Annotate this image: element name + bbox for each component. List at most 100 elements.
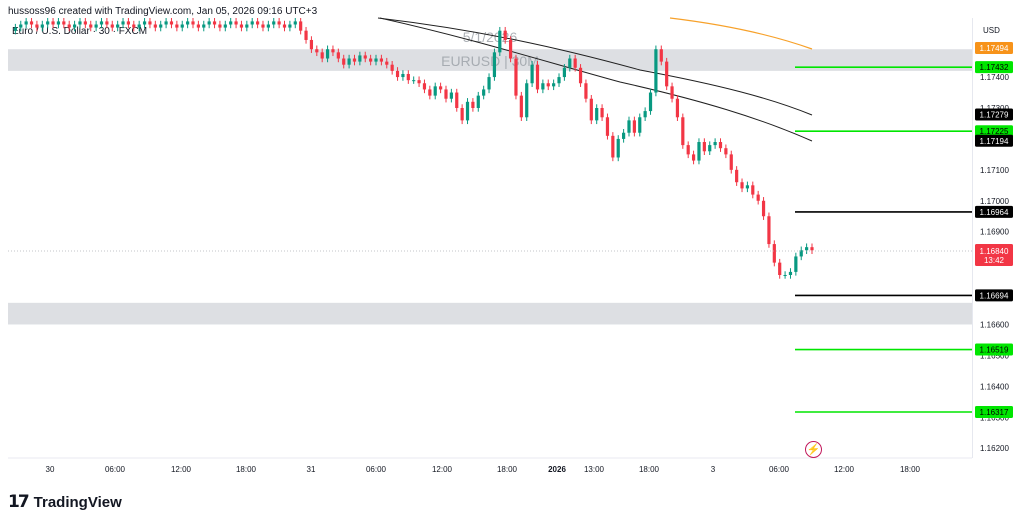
candle-body	[659, 49, 663, 62]
tradingview-logo[interactable]: 17 TradingView	[8, 492, 122, 512]
candle-body	[72, 24, 77, 28]
candle-body	[19, 24, 23, 28]
time-tick: 12:00	[432, 465, 453, 474]
candle-body	[223, 24, 227, 28]
candle-body	[622, 132, 626, 139]
candle-body	[218, 24, 222, 28]
candle-body	[277, 21, 281, 25]
candle-body	[342, 58, 346, 65]
candle-body	[616, 138, 620, 158]
candle-body	[439, 86, 443, 90]
candle-body	[471, 101, 475, 108]
candle-body	[498, 30, 502, 53]
candle-body	[422, 83, 427, 90]
candle-body	[595, 107, 599, 121]
candle-body	[24, 21, 28, 25]
candle-body	[557, 77, 561, 84]
time-axis[interactable]: 30 06:00 12:00 18:00 31 06:00 12:00 18:00 2026 13…	[46, 465, 921, 474]
candle-body	[584, 83, 588, 99]
tradingview-wordmark: TradingView	[33, 493, 122, 511]
time-tick: 12:00	[171, 465, 192, 474]
price-label-box	[975, 406, 1013, 418]
candle-body	[250, 21, 254, 25]
candle-body	[751, 185, 755, 195]
zone-1	[8, 49, 972, 71]
time-tick: 06:00	[366, 465, 387, 474]
candle-body	[767, 216, 771, 245]
last-price-box	[975, 244, 1013, 266]
candle-body	[799, 250, 803, 257]
candle-body	[805, 247, 809, 251]
candlesticks	[13, 18, 814, 279]
candle-body	[772, 244, 776, 263]
candle-body	[83, 21, 87, 25]
time-tick: 18:00	[639, 465, 660, 474]
price-label-box	[975, 61, 1013, 74]
candle-body	[605, 117, 610, 136]
candle-body	[465, 101, 470, 121]
candle-body	[444, 89, 448, 99]
candle-body	[89, 24, 93, 28]
candle-body	[740, 182, 744, 189]
price-label-box	[975, 125, 1013, 138]
price-label-box	[975, 108, 1013, 121]
price-tick: 1.17400	[980, 73, 1009, 82]
candle-body	[105, 21, 109, 25]
candle-body	[697, 142, 701, 161]
flash-icon[interactable]: ⚡	[805, 441, 822, 458]
candle-body	[761, 200, 766, 217]
time-tick: 3	[711, 465, 716, 474]
candle-body	[62, 21, 66, 25]
candle-body	[309, 39, 314, 50]
time-tick: 18:00	[236, 465, 257, 474]
candle-body	[530, 64, 534, 84]
tradingview-mark-icon: 17	[8, 492, 30, 512]
price-label-box	[975, 42, 1013, 54]
candle-body	[46, 21, 50, 25]
candle-body	[363, 55, 367, 59]
price-tick: 1.17100	[980, 166, 1009, 175]
candle-body	[535, 64, 540, 90]
candle-body	[186, 21, 190, 25]
candle-body	[67, 24, 71, 28]
candle-body	[525, 83, 529, 118]
candle-body	[546, 83, 550, 87]
candle-body	[35, 24, 39, 28]
time-tick: 18:00	[900, 465, 921, 474]
candle-body	[627, 120, 631, 133]
price-tick: 1.16600	[980, 320, 1009, 329]
price-label-box	[975, 289, 1013, 302]
price-tick: 1.16900	[980, 228, 1009, 237]
candle-body	[417, 80, 421, 84]
symbol-title[interactable]: Euro / U.S. Dollar · 30 · FXCM	[12, 26, 148, 37]
price-label-text: 1.17194	[980, 137, 1009, 146]
candle-body	[56, 21, 61, 25]
moving-average-upper	[377, 17, 813, 116]
candle-body	[325, 49, 330, 59]
candle-body	[272, 21, 276, 25]
candle-body	[159, 24, 163, 28]
candle-body	[385, 61, 389, 65]
candle-body	[745, 185, 750, 189]
candle-body	[137, 24, 141, 28]
last-price-text: 1.16840	[980, 247, 1009, 256]
candle-body	[508, 39, 513, 59]
candle-body	[336, 52, 340, 59]
candle-body	[207, 21, 211, 25]
candle-body	[142, 21, 147, 25]
price-label-text: 1.16964	[980, 208, 1009, 217]
price-levels	[795, 66, 972, 413]
candle-body	[110, 24, 114, 28]
candle-body	[239, 24, 244, 28]
candle-body	[670, 86, 674, 99]
candle-body	[562, 67, 567, 78]
candle-body	[164, 21, 168, 25]
candle-body	[708, 145, 712, 152]
candle-body	[379, 58, 383, 62]
candle-body	[675, 98, 680, 118]
candle-body	[665, 61, 669, 87]
time-tick: 30	[46, 465, 55, 474]
price-label-text: 1.17432	[980, 63, 1009, 72]
